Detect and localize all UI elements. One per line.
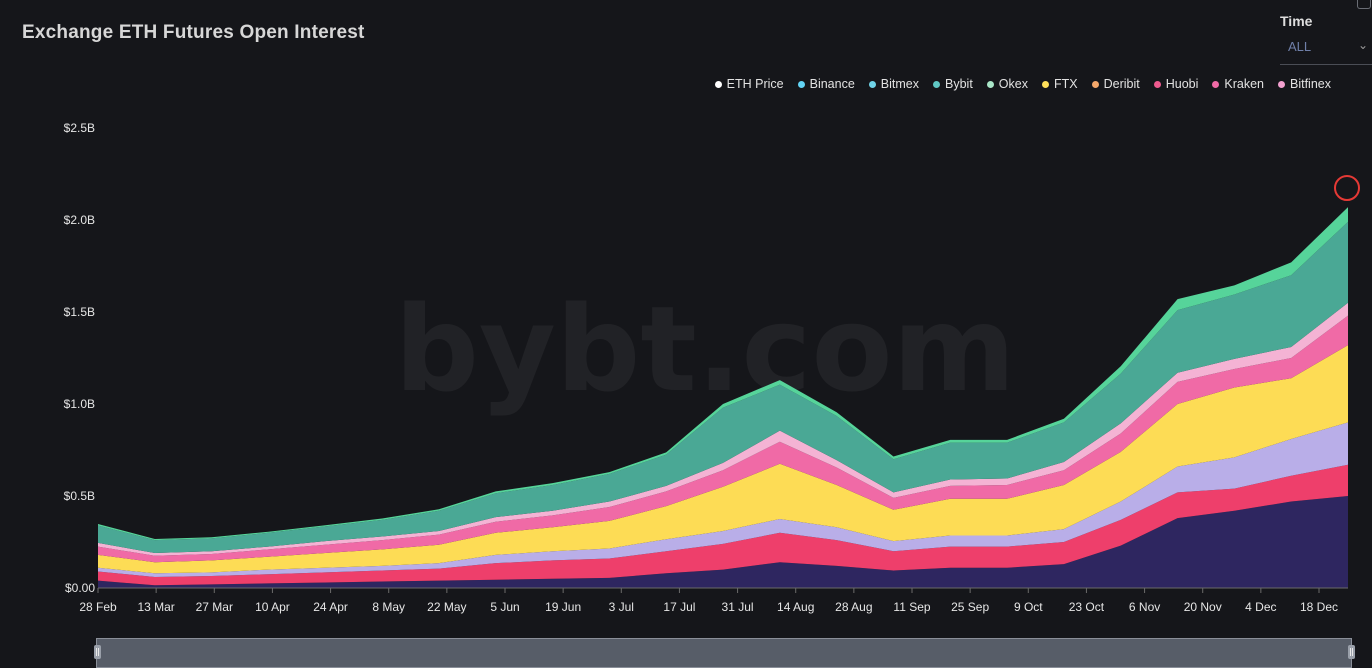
legend-label: FTX xyxy=(1053,77,1078,91)
legend-dot-icon xyxy=(1091,80,1099,88)
legend-dot-icon xyxy=(1153,80,1161,88)
legend-dot-icon xyxy=(1278,80,1285,88)
x-tick-label: 6 Nov xyxy=(1129,600,1160,614)
y-tick-label: $1.0B xyxy=(64,397,95,411)
legend-label: Bitmex xyxy=(880,77,919,91)
legend-label: Okex xyxy=(998,77,1028,91)
legend-label: Binance xyxy=(809,77,855,91)
legend-dot-icon xyxy=(1041,80,1049,88)
x-tick-label: 28 Aug xyxy=(835,600,872,614)
legend-item-bitmex[interactable]: Bitmex xyxy=(868,77,919,91)
chart-legend: ETH Price Binance Bitmex Bybit Okex FTX … xyxy=(714,77,1331,91)
area-series-ftx xyxy=(98,345,1348,574)
y-axis: $0.00 $0.5B $1.0B $1.5B $2.0B $2.5B xyxy=(64,121,96,595)
menu-corner-tab[interactable] xyxy=(1357,0,1371,9)
legend-dot-icon xyxy=(714,80,722,88)
x-tick-label: 13 Mar xyxy=(137,600,174,614)
highlight-circle xyxy=(1334,175,1360,201)
x-tick-label: 8 May xyxy=(372,600,405,614)
legend-label: Kraken xyxy=(1224,77,1264,91)
x-tick-label: 23 Oct xyxy=(1069,600,1105,614)
legend-item-deribit[interactable]: Deribit xyxy=(1091,77,1140,91)
legend-item-okex[interactable]: Okex xyxy=(986,77,1028,91)
time-filter-select[interactable]: Time ALL ⌄ xyxy=(1280,12,1372,65)
legend-item-binance[interactable]: Binance xyxy=(797,77,855,91)
time-filter-value: ALL xyxy=(1288,39,1312,54)
x-tick-label: 27 Mar xyxy=(196,600,233,614)
legend-item-huobi[interactable]: Huobi xyxy=(1153,77,1199,91)
time-filter-label: Time xyxy=(1280,13,1313,29)
x-tick-label: 19 Jun xyxy=(545,600,581,614)
legend-item-kraken[interactable]: Kraken xyxy=(1212,77,1264,91)
y-tick-label: $2.5B xyxy=(64,121,95,135)
y-tick-label: $1.5B xyxy=(64,305,95,319)
chart-title: Exchange ETH Futures Open Interest xyxy=(22,22,365,43)
legend-dot-icon xyxy=(1212,80,1220,88)
zoom-slider-track[interactable] xyxy=(96,638,1352,668)
x-tick-label: 22 May xyxy=(427,600,466,614)
area-series-deribit xyxy=(98,422,1348,577)
x-tick-label: 3 Jul xyxy=(609,600,634,614)
legend-dot-icon xyxy=(797,80,805,88)
y-tick-label: $0.00 xyxy=(65,581,95,595)
legend-dot-icon xyxy=(868,80,876,88)
x-tick-label: 25 Sep xyxy=(951,600,989,614)
x-tick-label: 28 Feb xyxy=(79,600,117,614)
legend-label: Bitfinex xyxy=(1290,77,1331,91)
zoom-handle-right[interactable] xyxy=(1348,645,1355,659)
x-tick-label: 14 Aug xyxy=(777,600,814,614)
x-tick-label: 17 Jul xyxy=(663,600,695,614)
legend-label: Deribit xyxy=(1103,77,1140,91)
legend-item-eth-price[interactable]: ETH Price xyxy=(714,77,784,91)
x-tick-label: 11 Sep xyxy=(893,600,930,614)
x-tick-label: 9 Oct xyxy=(1014,600,1043,614)
x-tick-label: 4 Dec xyxy=(1245,600,1276,614)
legend-label: Bybit xyxy=(945,77,973,91)
y-tick-label: $0.5B xyxy=(64,489,95,503)
x-tick-label: 20 Nov xyxy=(1184,600,1222,614)
legend-item-ftx[interactable]: FTX xyxy=(1041,77,1078,91)
x-tick-label: 24 Apr xyxy=(313,600,348,614)
area-series-group xyxy=(98,207,1348,588)
area-series-huobi xyxy=(98,464,1348,586)
legend-dot-icon xyxy=(933,80,940,88)
legend-item-bybit[interactable]: Bybit xyxy=(933,77,973,91)
legend-dot-icon xyxy=(986,80,994,88)
x-tick-label: 18 Dec xyxy=(1300,600,1338,614)
legend-item-bitfinex[interactable]: Bitfinex xyxy=(1278,77,1331,91)
x-tick-label: 31 Jul xyxy=(722,600,754,614)
legend-label: ETH Price xyxy=(726,77,784,91)
x-tick-label: 10 Apr xyxy=(255,600,290,614)
y-tick-label: $2.0B xyxy=(64,213,95,227)
legend-label: Huobi xyxy=(1165,77,1199,91)
zoom-handle-left[interactable] xyxy=(94,645,101,659)
watermark-text: bybt.com xyxy=(394,280,1015,418)
chevron-down-icon: ⌄ xyxy=(1358,38,1369,52)
x-axis: 28 Feb 13 Mar 27 Mar 10 Apr 24 Apr 8 May 22 Ma… xyxy=(79,587,1348,614)
x-tick-label: 5 Jun xyxy=(490,600,519,614)
